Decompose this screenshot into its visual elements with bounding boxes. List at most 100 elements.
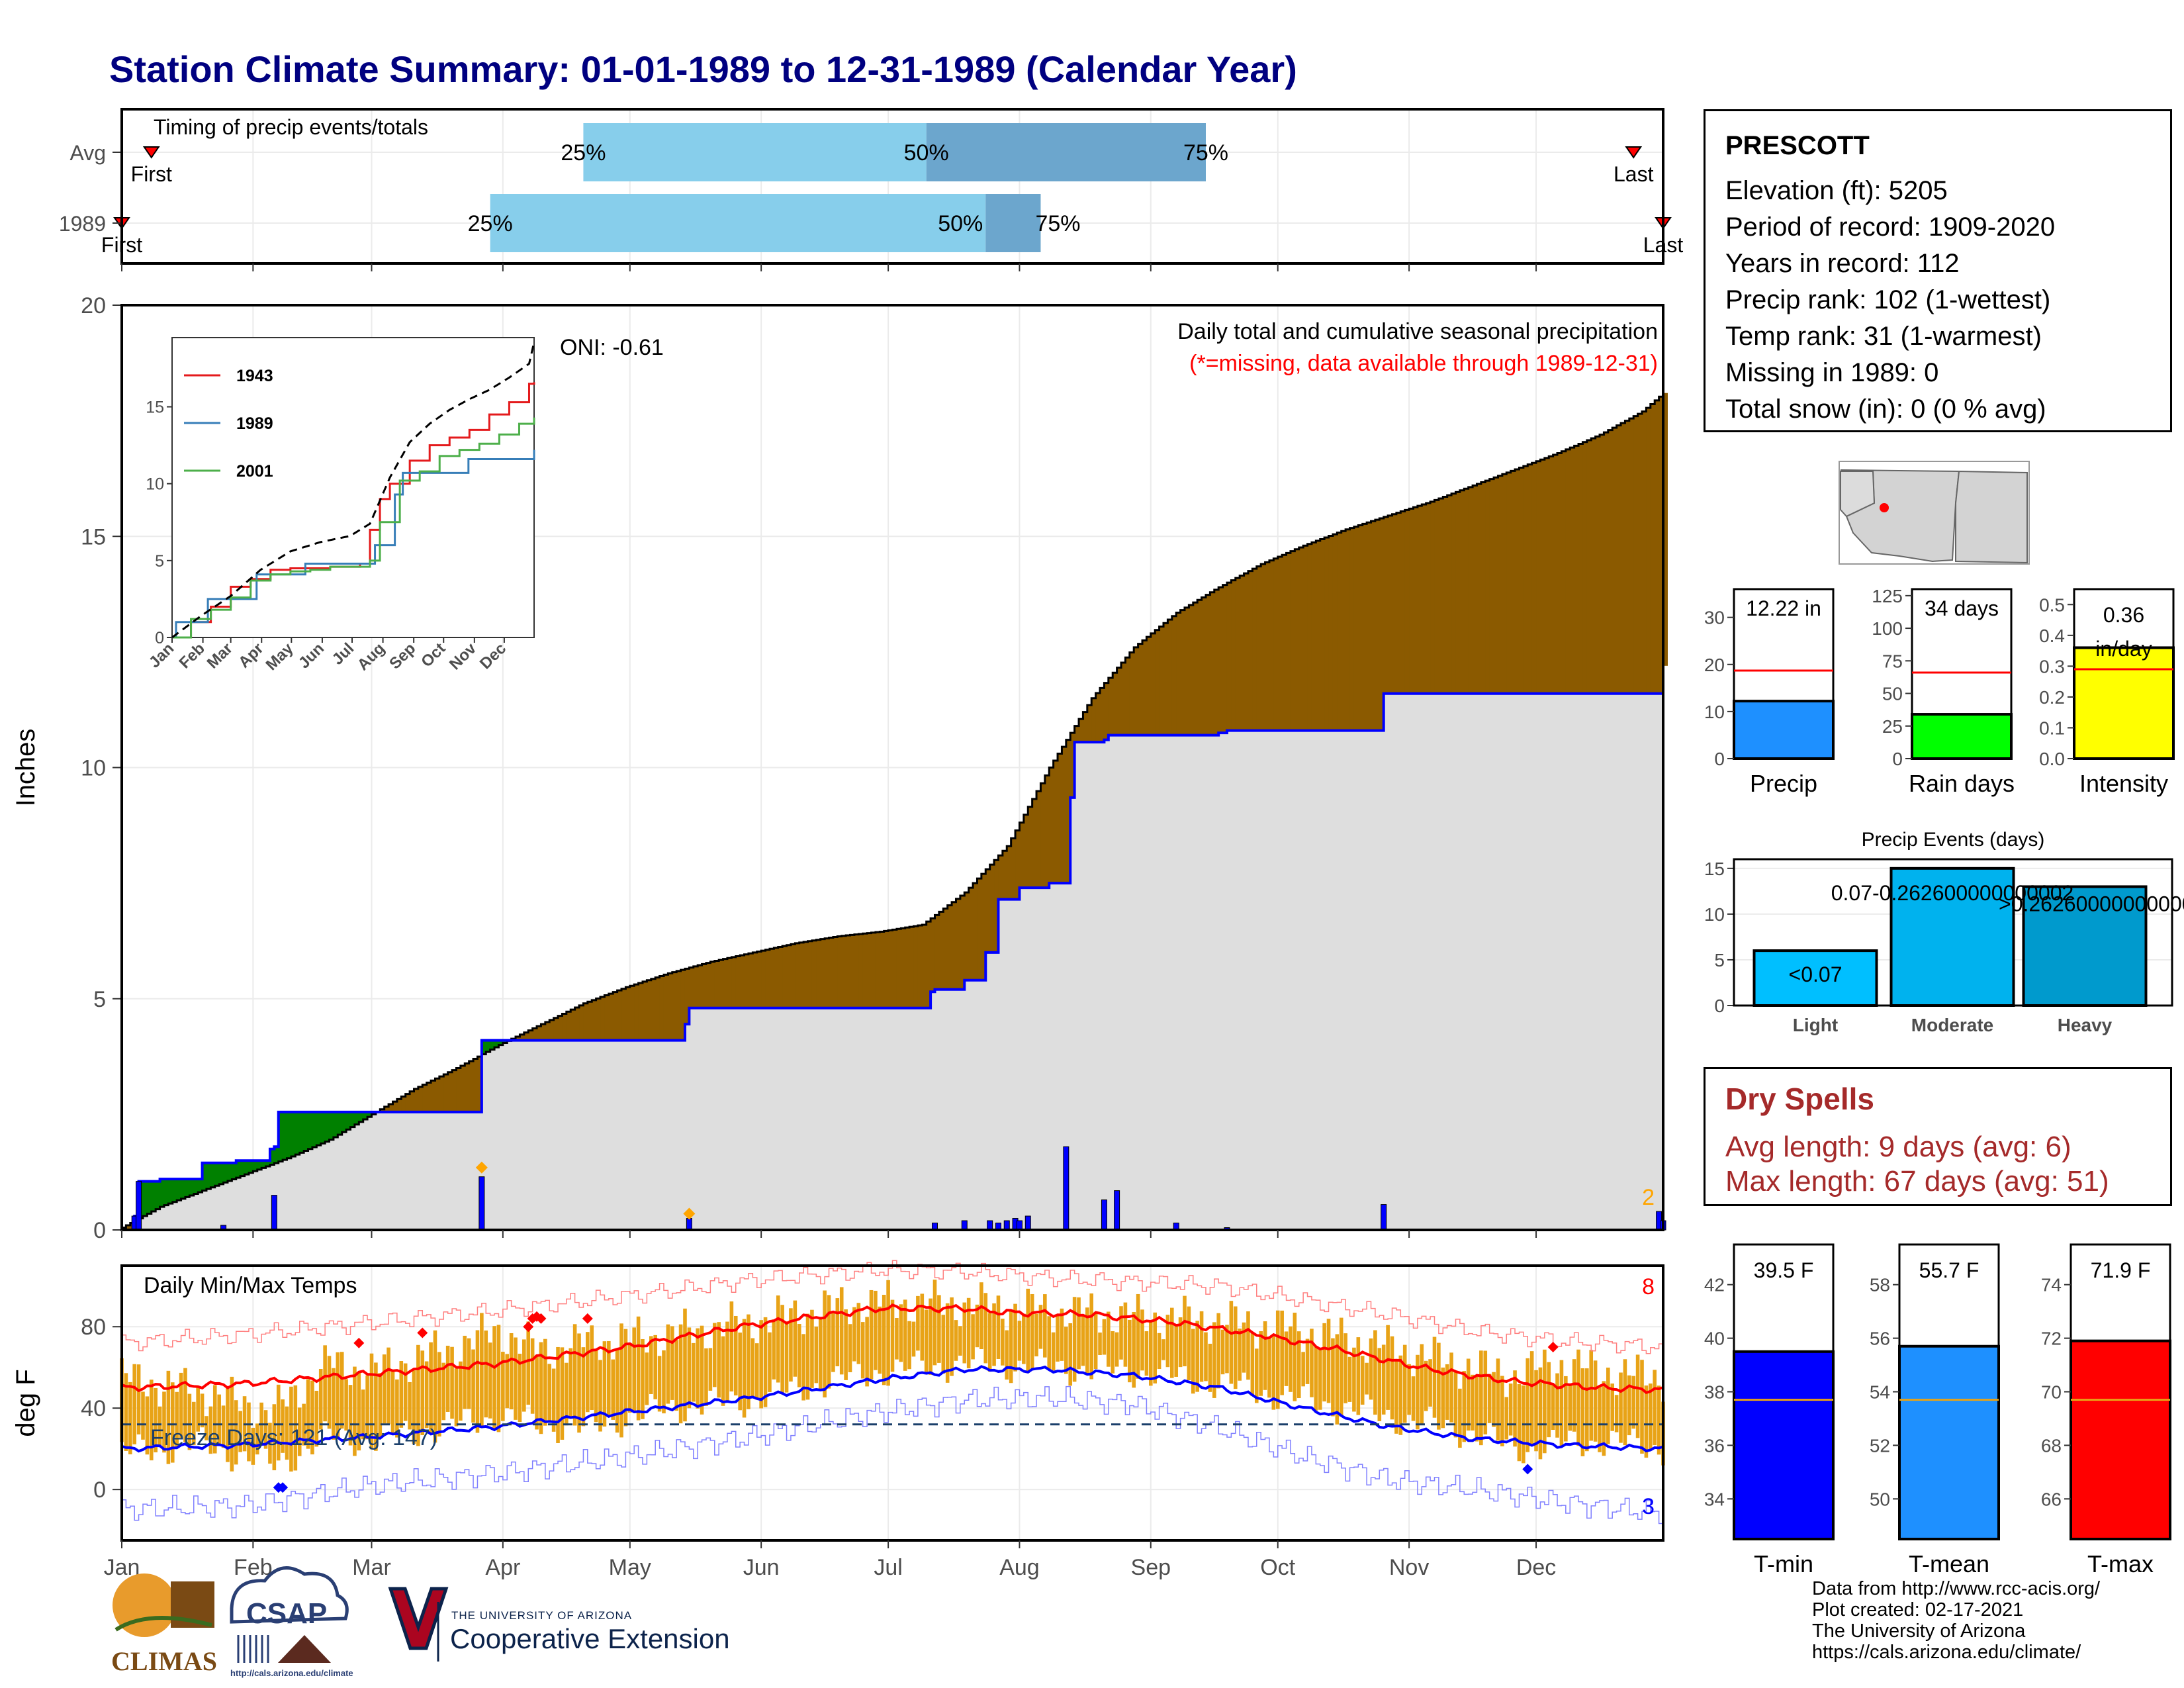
daily-precip-bar bbox=[987, 1220, 993, 1231]
precip-deficit bbox=[431, 1080, 436, 1112]
precip-deficit bbox=[947, 905, 952, 990]
oni-label: ONI: -0.61 bbox=[560, 335, 664, 360]
precip-deficit bbox=[1375, 520, 1380, 731]
daily-temp-bar bbox=[831, 1311, 835, 1372]
precip-ytick-label: 15 bbox=[81, 524, 106, 549]
precip-surplus bbox=[346, 1111, 351, 1130]
record-low-marker bbox=[277, 1482, 289, 1493]
summary-ytick-label: 75 bbox=[1882, 651, 1903, 671]
precip-deficit bbox=[1629, 418, 1634, 694]
daily-temp-bar bbox=[1047, 1316, 1052, 1370]
daily-temp-bar bbox=[1195, 1321, 1199, 1392]
events-title: Precip Events (days) bbox=[1862, 829, 2045, 851]
summary-ytick-label: 36 bbox=[1704, 1435, 1725, 1456]
daily-temp-bar bbox=[899, 1304, 903, 1362]
precip-surplus bbox=[299, 1111, 304, 1153]
daily-temp-bar bbox=[196, 1386, 200, 1432]
precip-surplus bbox=[287, 1111, 292, 1158]
precip-deficit bbox=[1286, 553, 1291, 731]
daily-temp-bar bbox=[615, 1348, 619, 1433]
precip-deficit bbox=[1332, 534, 1338, 731]
precip-deficit bbox=[570, 1009, 576, 1041]
timing-bar-25-50 bbox=[490, 194, 986, 252]
daily-temp-bar bbox=[827, 1295, 831, 1389]
daily-temp-bar bbox=[954, 1320, 958, 1361]
daily-temp-bar bbox=[1318, 1348, 1322, 1410]
daily-temp-bar bbox=[217, 1394, 221, 1446]
precip-deficit bbox=[960, 895, 965, 990]
precip-deficit bbox=[1553, 454, 1558, 694]
station-years: Years in record: 112 bbox=[1725, 249, 1960, 278]
temps-ylabel: deg F bbox=[11, 1369, 40, 1436]
daily-temp-bar bbox=[166, 1370, 171, 1464]
daily-temp-bar bbox=[1483, 1350, 1488, 1434]
precip-deficit bbox=[566, 1011, 571, 1041]
daily-temp-bar bbox=[454, 1368, 459, 1427]
precip-deficit bbox=[1290, 551, 1295, 731]
precip-deficit bbox=[710, 961, 715, 1008]
precip-deficit bbox=[1218, 587, 1224, 733]
daily-temp-bar bbox=[1136, 1293, 1140, 1379]
precip-deficit bbox=[1129, 652, 1134, 735]
precip-deficit bbox=[1104, 682, 1109, 740]
daily-temp-bar bbox=[1022, 1313, 1026, 1364]
summary-ytick-label: 25 bbox=[1882, 716, 1903, 737]
daily-temp-bar bbox=[1610, 1383, 1615, 1431]
daily-temp-bar bbox=[259, 1402, 263, 1444]
daily-temp-bar bbox=[505, 1354, 510, 1409]
precip-deficit bbox=[1659, 397, 1664, 694]
daily-temp-bar bbox=[1085, 1307, 1089, 1375]
daily-temp-bar bbox=[1475, 1375, 1479, 1442]
precip-deficit bbox=[1134, 647, 1139, 735]
inset-avg-line bbox=[171, 342, 535, 639]
precip-deficit bbox=[516, 1037, 521, 1041]
precip-deficit bbox=[1473, 485, 1478, 694]
daily-temp-bar bbox=[387, 1347, 390, 1425]
precip-deficit bbox=[884, 931, 889, 1008]
precip-deficit bbox=[735, 956, 741, 1008]
map-region-new-mexico bbox=[1955, 470, 2028, 564]
daily-precip-bar bbox=[686, 1218, 692, 1231]
precip-deficit bbox=[545, 1022, 550, 1041]
daily-temp-bar bbox=[1441, 1367, 1445, 1429]
daily-temp-bar bbox=[1377, 1348, 1382, 1421]
daily-temp-bar bbox=[874, 1290, 878, 1370]
daily-temp-bar bbox=[433, 1330, 437, 1443]
inset-month-label: Oct bbox=[418, 639, 449, 671]
daily-temp-bar bbox=[467, 1338, 471, 1409]
daily-temp-bar bbox=[1407, 1364, 1411, 1415]
precip-deficit bbox=[684, 968, 690, 1025]
daily-temp-bar bbox=[1165, 1315, 1170, 1368]
precip-deficit bbox=[952, 902, 957, 990]
daily-temp-bar bbox=[1538, 1367, 1543, 1460]
daily-temp-bar bbox=[839, 1287, 844, 1375]
precip-surplus bbox=[295, 1111, 300, 1155]
temps-ytick-label: 80 bbox=[81, 1315, 106, 1340]
daily-temp-bar bbox=[1191, 1329, 1195, 1394]
daily-temp-bar bbox=[1576, 1349, 1580, 1446]
precip-deficit bbox=[846, 935, 851, 1008]
summary-value-label: 34 days bbox=[1925, 596, 1999, 620]
precip-gray-area bbox=[122, 665, 1663, 1230]
daily-temp-bar bbox=[1551, 1384, 1555, 1430]
precip-deficit bbox=[977, 878, 982, 980]
daily-precip-bar bbox=[1024, 1215, 1031, 1231]
events-category-label: Light bbox=[1793, 1015, 1838, 1035]
precip-deficit bbox=[418, 1086, 423, 1112]
daily-temp-bar bbox=[1606, 1367, 1610, 1444]
daily-temp-bar bbox=[369, 1353, 374, 1450]
summary-ytick-label: 56 bbox=[1870, 1329, 1890, 1349]
daily-precip-bar bbox=[1381, 1204, 1387, 1231]
daily-temp-bar bbox=[1089, 1293, 1094, 1380]
precip-surplus bbox=[304, 1111, 309, 1151]
daily-temp-bar bbox=[924, 1309, 929, 1375]
daily-temp-bar bbox=[518, 1354, 522, 1423]
daily-temp-bar bbox=[1034, 1313, 1038, 1357]
daily-temp-bar bbox=[1580, 1368, 1585, 1456]
daily-temp-bar bbox=[336, 1352, 340, 1438]
precip-deficit bbox=[1582, 442, 1588, 694]
daily-temp-bar bbox=[1280, 1310, 1284, 1395]
daily-temp-bar bbox=[141, 1391, 145, 1440]
daily-temp-bar bbox=[547, 1364, 552, 1422]
precip-deficit bbox=[922, 924, 927, 1008]
